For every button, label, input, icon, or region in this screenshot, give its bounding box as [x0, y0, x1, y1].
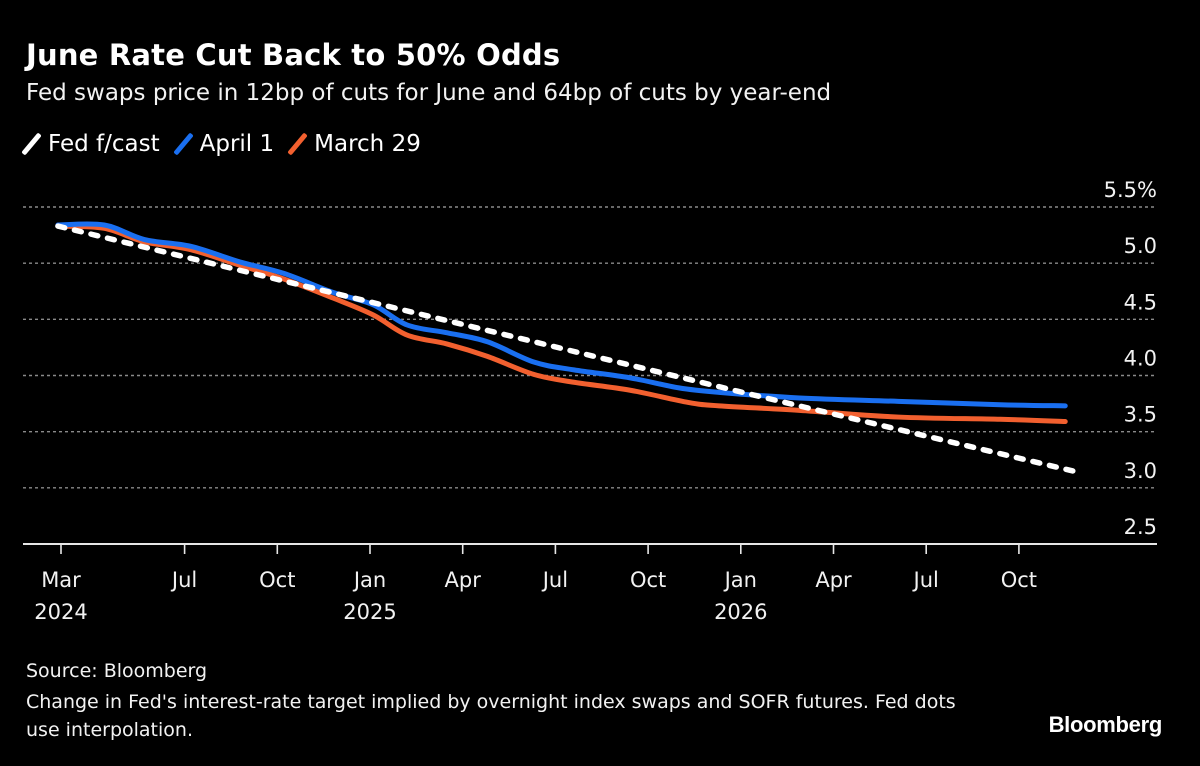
x-tick-year-label: 2024 — [34, 600, 87, 624]
y-tick-label: 5.5% — [1104, 178, 1157, 202]
x-tick-label: Jan — [352, 568, 386, 592]
x-tick-label: Jul — [912, 568, 939, 592]
x-tick-label: Oct — [259, 568, 295, 592]
y-tick-label: 3.0 — [1124, 459, 1157, 483]
x-tick-label: Mar — [41, 568, 81, 592]
y-tick-label: 2.5 — [1124, 515, 1157, 539]
legend: Fed f/cast April 1 March 29 — [26, 131, 439, 157]
x-tick-label: Oct — [630, 568, 666, 592]
legend-item-march-29: March 29 — [292, 131, 421, 157]
legend-label: Fed f/cast — [48, 131, 160, 157]
x-tick-label: Jul — [541, 568, 568, 592]
series-line-april-1 — [55, 221, 1068, 409]
legend-item-april-1: April 1 — [178, 131, 275, 157]
legend-label: April 1 — [199, 131, 275, 157]
source-note: Source: Bloomberg — [26, 660, 208, 682]
series-lines — [55, 221, 1081, 475]
x-tick-label: Oct — [1001, 568, 1037, 592]
chart-title: June Rate Cut Back to 50% Odds — [26, 38, 561, 72]
x-tick-label: Jan — [723, 568, 757, 592]
x-tick-label: Apr — [815, 568, 852, 592]
x-axis: Mar 2024 Jul Oct Jan 2025 Apr Jul Oct Jan 2026 Apr J… — [23, 543, 1157, 624]
y-tick-label: 4.5 — [1124, 290, 1157, 314]
x-tick-label: Jul — [170, 568, 197, 592]
y-axis-labels: 5.5% 5.0 4.5 4.0 3.5 3.0 2.5 — [1104, 178, 1157, 539]
series-line-march-29 — [55, 223, 1068, 425]
x-tick-year-label: 2026 — [714, 600, 767, 624]
y-tick-label: 4.0 — [1124, 347, 1157, 371]
chart-subtitle: Fed swaps price in 12bp of cuts for June… — [26, 80, 832, 106]
legend-label: March 29 — [314, 131, 421, 157]
x-tick-label: Apr — [445, 568, 482, 592]
series-line-fed-f-cast — [55, 223, 1081, 475]
methodology-note: Change in Fed's interest-rate target imp… — [26, 691, 956, 741]
x-tick-year-label: 2025 — [343, 600, 396, 624]
y-tick-label: 5.0 — [1124, 234, 1157, 258]
legend-item-fed-forecast: Fed f/cast — [26, 131, 160, 157]
bloomberg-logo: Bloomberg — [1048, 712, 1163, 737]
y-tick-label: 3.5 — [1124, 403, 1157, 427]
